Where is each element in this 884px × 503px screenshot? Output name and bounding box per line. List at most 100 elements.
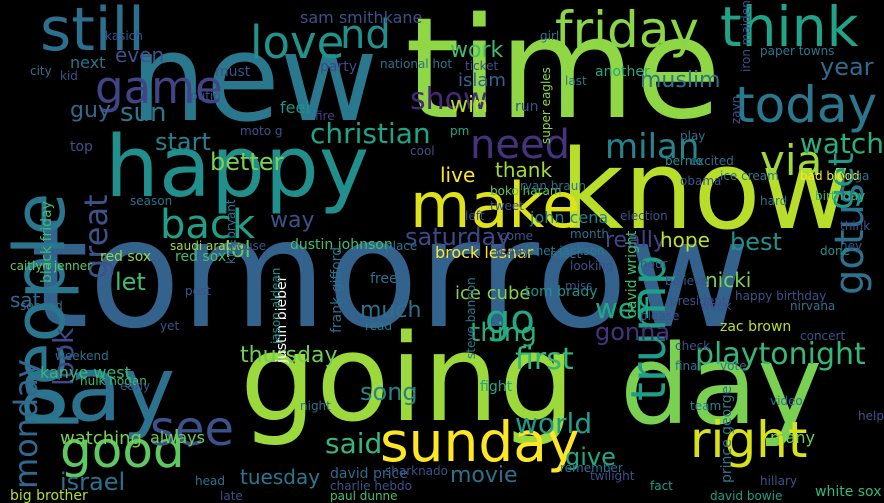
cloud-word: christian [310, 117, 431, 150]
cloud-word: moto g [240, 124, 283, 138]
cloud-word: win [450, 93, 489, 118]
cloud-word: hillary [760, 474, 797, 488]
cloud-word: john cena [530, 208, 609, 227]
cloud-word: tuesday [240, 465, 321, 489]
cloud-word: david price [330, 466, 408, 482]
cloud-word: red sox [175, 249, 227, 265]
cloud-word: red sox [100, 249, 152, 265]
cloud-word: go [485, 297, 535, 343]
cloud-word: week [700, 299, 732, 313]
cloud-word: sam smithkane [300, 8, 423, 27]
cloud-word: know [560, 126, 851, 254]
cloud-word: charlie hebdo [330, 479, 412, 493]
cloud-word: run [515, 99, 539, 115]
cloud-word: sunday [380, 410, 580, 474]
cloud-word: show [410, 82, 488, 117]
cloud-word: done [820, 244, 850, 258]
cloud-word: nicki [705, 268, 752, 292]
cloud-word: remember [560, 461, 623, 475]
cloud-word: much [360, 298, 422, 323]
cloud-word: tweet [490, 199, 524, 213]
cloud-word: super eagles [539, 67, 553, 144]
cloud-word: birthday [815, 189, 866, 203]
cloud-word: prince george [719, 385, 735, 483]
cloud-word: pm [450, 124, 470, 138]
cloud-word: putin [190, 89, 221, 103]
cloud-word: bad blood [800, 169, 860, 183]
cloud-word: happy [105, 118, 370, 217]
cloud-word: iron maiden [739, 0, 753, 72]
cloud-word: must [215, 64, 251, 80]
cloud-word: feel [280, 98, 310, 117]
cloud-word: big brother [10, 488, 88, 503]
cloud-word: back [160, 202, 256, 248]
cloud-word: movie [450, 463, 518, 488]
cloud-word: hour [640, 257, 668, 271]
cloud-word: please [640, 309, 680, 323]
cloud-word: watch [799, 127, 884, 160]
cloud-word: paul dunne [330, 489, 398, 503]
cloud-word: caitlyn jenner [10, 259, 93, 273]
cloud-word: good [60, 421, 185, 479]
cloud-word: kanye west [40, 363, 131, 382]
cloud-word: election [620, 209, 668, 223]
cloud-word: bernie [665, 154, 704, 168]
cloud-word: weekend [55, 349, 109, 363]
cloud-word: paper towns [760, 44, 835, 58]
cloud-word: place [385, 239, 418, 253]
cloud-word: always [150, 428, 205, 447]
cloud-word: zac brown [720, 319, 792, 335]
cloud-word: said [325, 427, 383, 460]
cloud-word: brock lesnar [435, 243, 534, 262]
cloud-word: video [770, 394, 803, 408]
cloud-word: second [20, 299, 63, 313]
cloud-word: fight [480, 379, 513, 395]
cloud-word: frank gifford [329, 246, 345, 333]
cloud-word: david wright [624, 230, 640, 318]
cloud-word: top [70, 139, 93, 155]
cloud-word: excited [690, 154, 734, 168]
cloud-word: gonna [595, 318, 671, 346]
cloud-word: miss [565, 279, 593, 293]
cloud-word: right [690, 411, 808, 469]
cloud-word: let [115, 268, 146, 296]
cloud-word: well [595, 292, 651, 325]
cloud-word: work [450, 38, 504, 63]
cloud-word: sat [10, 288, 41, 312]
cloud-word: islam [458, 70, 506, 91]
cloud-word: national hot [380, 57, 453, 71]
cloud-word: game [95, 61, 223, 114]
cloud-word: tom brady [525, 284, 598, 300]
cloud-word: believe [665, 274, 709, 288]
cloud-word: world [515, 407, 593, 440]
cloud-word: give [565, 443, 616, 471]
cloud-word: way [270, 208, 315, 233]
cloud-word: really [605, 228, 666, 253]
cloud-word: obama [680, 174, 722, 188]
cloud-word: post [185, 284, 211, 298]
cloud-word: israel [60, 468, 126, 496]
cloud-word: late [220, 489, 243, 503]
cloud-word: month [570, 227, 609, 241]
cloud-word: meet [550, 247, 582, 261]
cloud-word: read [365, 319, 393, 333]
cloud-word: hard [760, 194, 788, 208]
cloud-word: via [760, 136, 823, 185]
cloud-word: still [40, 0, 145, 65]
cloud-word: ice cream [720, 169, 779, 183]
cloud-word: vote [720, 359, 747, 373]
cloud-word: song [360, 378, 418, 406]
cloud-word: city [30, 64, 52, 78]
cloud-word: team [690, 399, 722, 413]
cloud-word: happy birthday [735, 289, 827, 303]
cloud-word: david bowie [710, 489, 783, 503]
cloud-word: saturday [405, 223, 511, 251]
cloud-word: guy [70, 98, 111, 123]
cloud-word: left [465, 209, 485, 223]
cloud-word: say [20, 337, 176, 442]
cloud-word: going [240, 310, 576, 449]
cloud-word: lol [225, 238, 251, 263]
cloud-word: see [150, 401, 235, 457]
cloud-word: concert [800, 329, 846, 343]
cloud-word: check [675, 339, 711, 353]
